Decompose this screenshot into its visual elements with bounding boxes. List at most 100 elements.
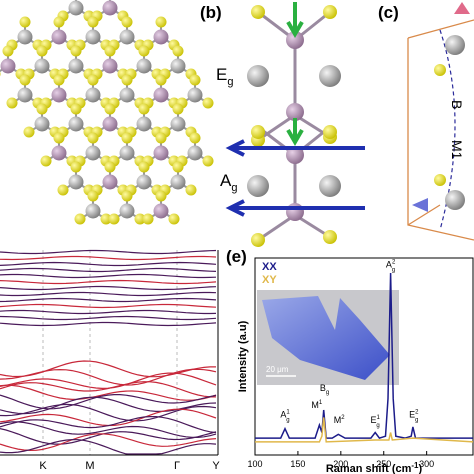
atom <box>142 213 154 225</box>
band <box>0 372 217 390</box>
peak-sub: g <box>286 417 289 423</box>
atom <box>68 116 84 132</box>
atom <box>57 184 69 196</box>
peak-base: M <box>334 415 342 425</box>
atom <box>68 58 84 74</box>
arrow <box>286 2 304 38</box>
band <box>0 315 217 321</box>
atom <box>51 145 67 161</box>
band <box>0 360 216 378</box>
peak-label: M1 <box>311 400 323 410</box>
atom <box>189 74 201 86</box>
panel-c: (c) M1 B <box>378 2 474 241</box>
atom <box>185 184 197 196</box>
atom <box>155 74 167 86</box>
atom <box>155 16 167 28</box>
x-label-part: -1 <box>411 461 419 470</box>
k-label: M <box>85 460 94 472</box>
atom <box>136 174 152 190</box>
atom <box>0 71 1 77</box>
atom <box>202 97 214 109</box>
atom <box>121 16 133 28</box>
atom <box>68 0 84 16</box>
atom <box>121 74 133 86</box>
peak-base: A <box>280 409 286 419</box>
legend-entry: XY <box>262 274 277 286</box>
band <box>0 368 217 386</box>
atom <box>319 65 341 87</box>
atom <box>119 87 135 103</box>
atom <box>445 35 465 55</box>
peak-base: E <box>370 415 376 425</box>
band <box>0 279 217 285</box>
cell-box <box>407 19 474 241</box>
x-axis-label: Raman shift (cm-1) <box>326 461 423 474</box>
x-tick-label: 250 <box>376 459 391 469</box>
atom <box>102 0 118 16</box>
band <box>0 421 217 438</box>
band <box>0 261 217 267</box>
atom <box>102 58 118 74</box>
peak-sub: g <box>415 417 418 423</box>
atom <box>100 213 112 225</box>
panel-label: (e) <box>226 247 247 266</box>
path-label: B <box>449 100 465 109</box>
atom <box>138 45 150 57</box>
atom <box>104 45 116 57</box>
atom <box>74 213 86 225</box>
band <box>0 303 217 309</box>
scale-label: 20 μm <box>266 365 289 374</box>
atom <box>85 203 101 219</box>
atom <box>187 87 203 103</box>
atom <box>85 87 101 103</box>
atom <box>53 74 65 86</box>
atom <box>136 116 152 132</box>
atom <box>319 175 341 197</box>
peak-base: A <box>386 259 392 269</box>
peak-sup: 1 <box>286 409 290 415</box>
atom <box>70 45 82 57</box>
peak-sup: 2 <box>341 415 345 421</box>
atom <box>168 213 180 225</box>
peak-label: E1 g <box>370 415 380 429</box>
k-label: Y <box>212 460 220 472</box>
panel-label: (c) <box>378 3 399 22</box>
path-label: M1 <box>449 140 465 160</box>
atom <box>247 175 269 197</box>
atom <box>286 203 304 221</box>
arrow <box>412 198 428 212</box>
mode-sub: g <box>227 76 233 88</box>
atom <box>40 155 52 167</box>
atom <box>153 203 169 219</box>
band <box>0 416 217 434</box>
atom <box>251 125 265 139</box>
atom <box>87 132 99 144</box>
band <box>0 255 217 261</box>
atom <box>153 29 169 45</box>
atom <box>70 103 82 115</box>
atom <box>119 203 135 219</box>
atom <box>34 116 50 132</box>
atom <box>85 29 101 45</box>
mode-base: A <box>220 171 232 190</box>
band <box>0 381 216 398</box>
atom <box>51 87 67 103</box>
atom <box>17 87 33 103</box>
band <box>0 321 217 327</box>
atom <box>286 103 304 121</box>
atom <box>134 213 146 225</box>
atom <box>119 29 135 45</box>
arrow <box>225 199 365 217</box>
mode-label: Ag <box>220 171 237 194</box>
atom <box>6 97 18 109</box>
band <box>0 433 217 452</box>
atom <box>102 174 118 190</box>
x-tick-label: 300 <box>419 459 434 469</box>
atom <box>19 74 31 86</box>
atom <box>19 16 31 28</box>
peak-label: Bg <box>320 383 329 396</box>
atom <box>104 103 116 115</box>
atom <box>187 145 203 161</box>
atom <box>172 45 184 57</box>
